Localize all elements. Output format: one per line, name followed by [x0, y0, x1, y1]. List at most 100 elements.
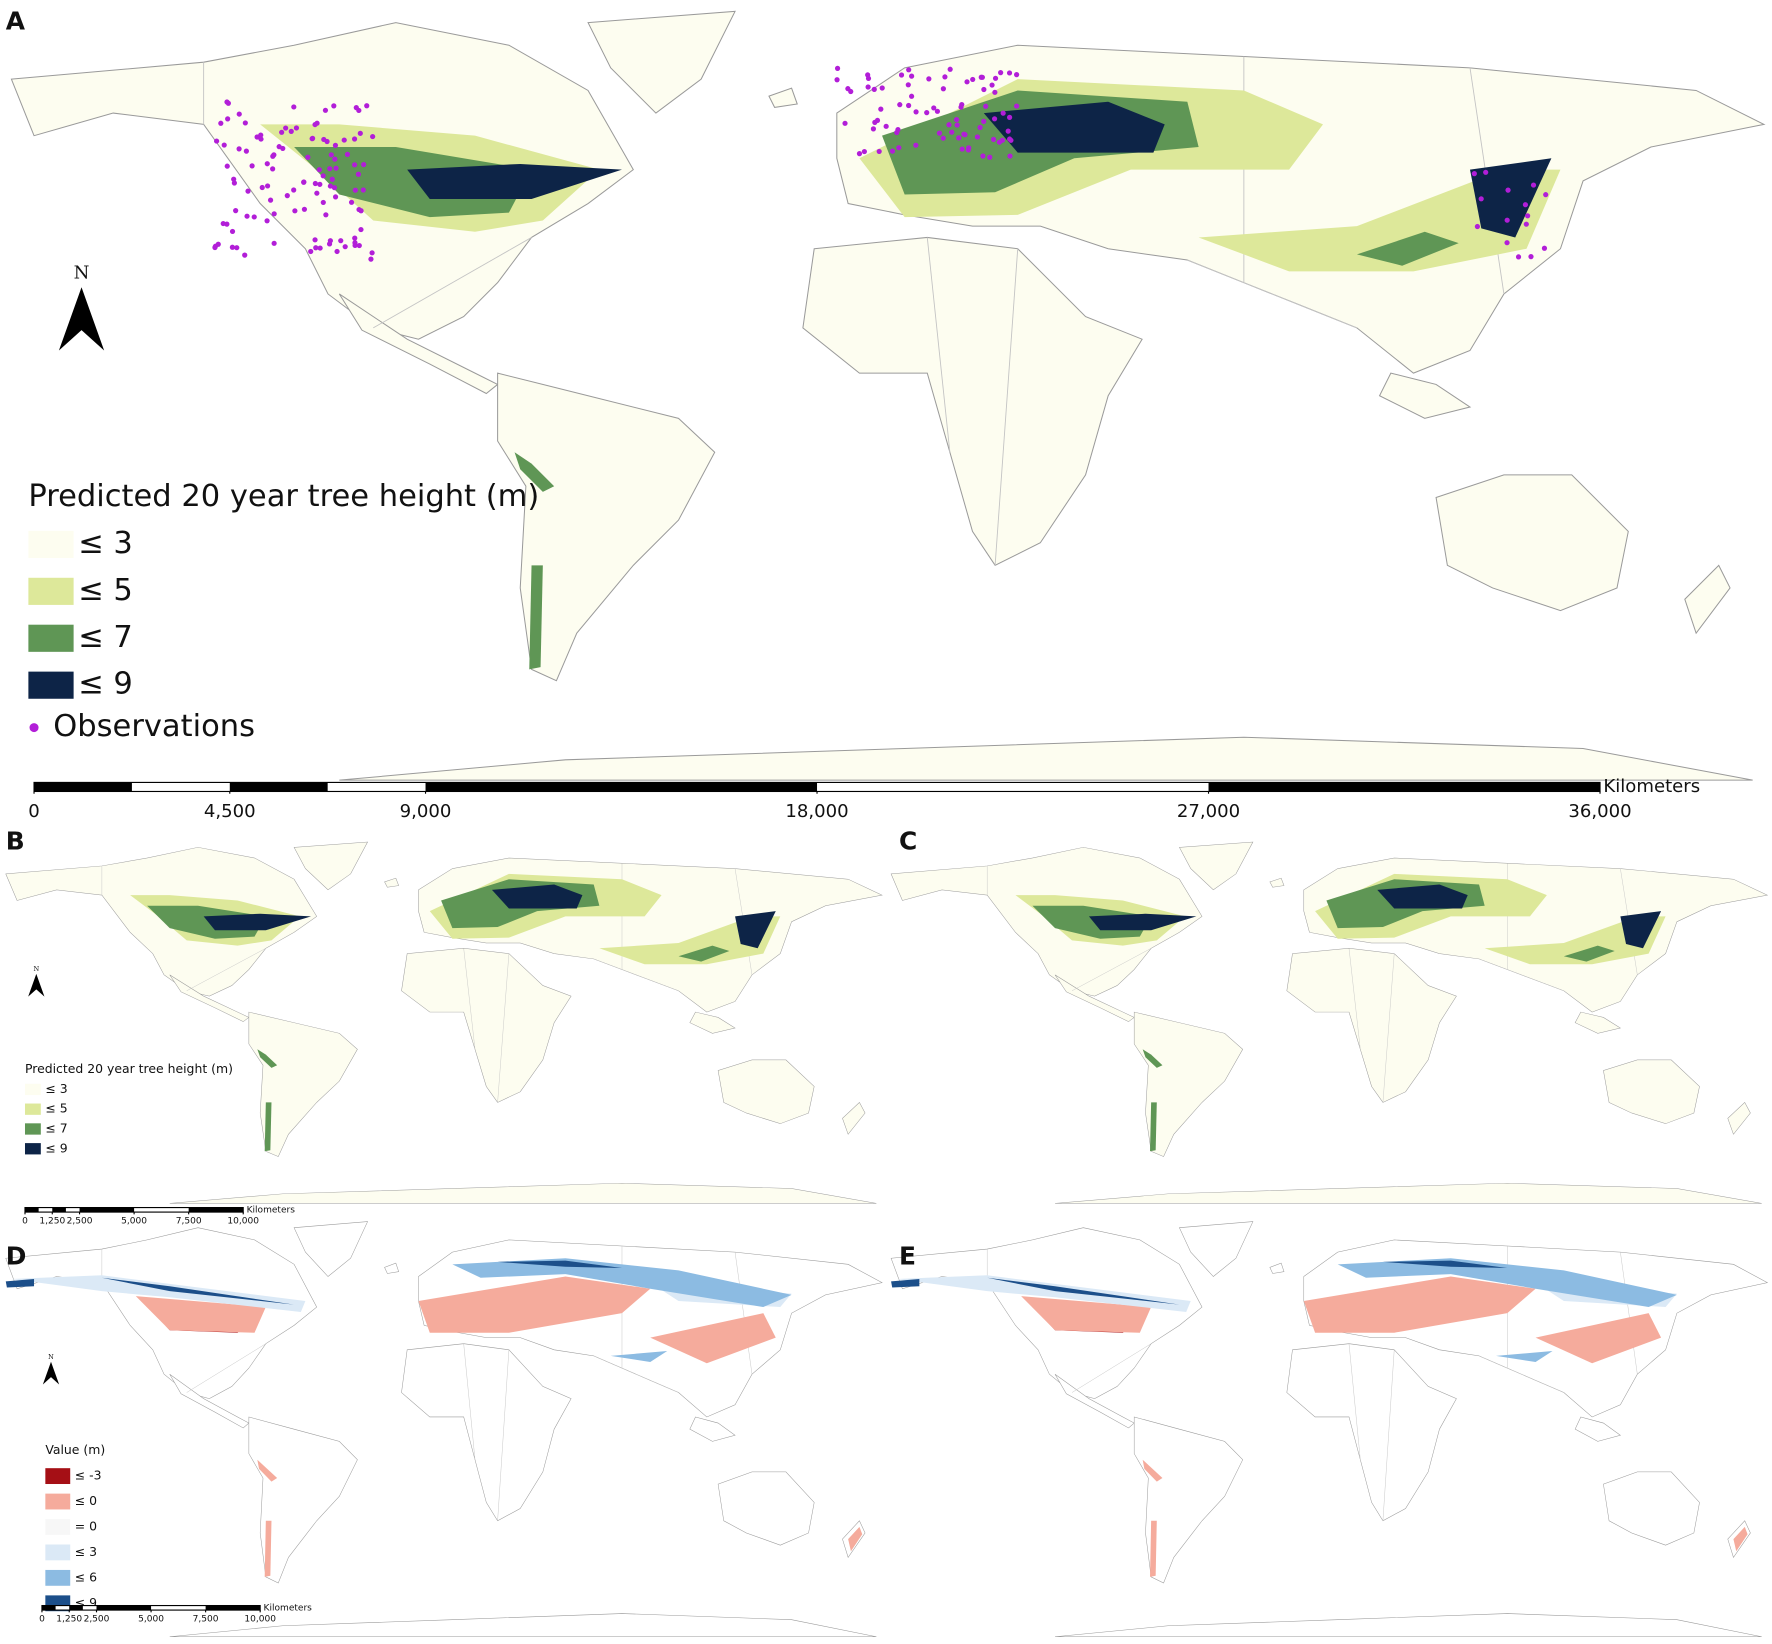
legend-swatch [28, 671, 74, 699]
observation-point [267, 197, 274, 203]
observation-point [271, 211, 277, 217]
observation-point [876, 148, 882, 155]
range-area [11, 1275, 306, 1312]
observation-point [357, 130, 363, 136]
observation-point [870, 126, 876, 132]
observation-point [1504, 217, 1510, 223]
observation-point [225, 116, 231, 122]
observation-point [1523, 221, 1529, 227]
land [1378, 372, 1472, 419]
observation-point [981, 118, 987, 124]
observation-point [959, 102, 965, 108]
observation-point [355, 171, 362, 177]
range-area [1198, 169, 1561, 272]
land [890, 847, 1203, 997]
observation-point [842, 120, 848, 126]
legend-swatch [45, 1468, 71, 1485]
border [1382, 953, 1395, 1103]
scale-label: 10,000 [227, 1217, 259, 1227]
scale-bar-segment [52, 1207, 66, 1213]
observation-point [321, 136, 327, 143]
observation-point [264, 161, 270, 167]
land [1684, 564, 1731, 635]
land [248, 1011, 358, 1157]
observation-point [905, 82, 911, 88]
range-area [1535, 1313, 1662, 1364]
range-area [1337, 1258, 1677, 1308]
range-area [257, 1049, 278, 1068]
observation-point [898, 72, 905, 78]
range-area [599, 916, 781, 965]
north-label: N [33, 965, 39, 973]
north-arrow [58, 287, 105, 351]
observation-point [312, 180, 318, 187]
land [169, 1613, 877, 1638]
range-area [1150, 1520, 1157, 1577]
land [1574, 1416, 1621, 1442]
observation-point [291, 104, 297, 110]
observation-point [1006, 114, 1013, 120]
observation-point [284, 193, 290, 199]
observation-point [308, 248, 314, 255]
land [339, 736, 1753, 781]
observation-point [231, 176, 237, 182]
observation-point [351, 136, 358, 142]
observation-point [1005, 128, 1011, 134]
range-area [1021, 1296, 1152, 1333]
panel-label: E [899, 1241, 916, 1270]
observation-point [990, 136, 997, 142]
observation-point [293, 125, 300, 131]
range-area [1620, 911, 1662, 949]
legend-swatch [45, 1569, 71, 1586]
observation-point [977, 124, 983, 131]
range-area [1382, 1260, 1508, 1268]
observation-point [906, 67, 912, 73]
observation-point [989, 82, 995, 88]
scale-label: 2,500 [67, 1217, 93, 1227]
scale-bar-segment [34, 782, 132, 792]
observation-point [338, 238, 344, 244]
observation-point [313, 245, 319, 251]
observation-point [224, 221, 230, 227]
observation-point [218, 120, 224, 126]
observation-point [233, 208, 239, 214]
range-area [497, 1260, 622, 1268]
range-area [135, 1296, 266, 1333]
observation-point [317, 181, 323, 187]
observation-point [244, 213, 250, 219]
scale-bar-segment [24, 1207, 39, 1213]
observation-point [229, 244, 236, 250]
range-area [407, 163, 622, 199]
observation-point [991, 116, 998, 122]
observation-point [270, 153, 276, 159]
land [1269, 1262, 1285, 1274]
range-area [1032, 905, 1152, 939]
observation-point [309, 135, 316, 141]
range-area [529, 565, 543, 670]
observation-point [926, 76, 932, 82]
observation-point [215, 241, 221, 247]
land [1269, 877, 1285, 888]
observation-point [965, 147, 971, 153]
observation-point [1474, 223, 1480, 230]
land [842, 1102, 866, 1135]
observation-point [364, 103, 370, 109]
observation-point [936, 130, 943, 136]
observation-point [894, 129, 900, 136]
observation-point [874, 117, 881, 124]
range-area [1733, 1526, 1748, 1552]
observation-point [264, 183, 271, 189]
border [1382, 1349, 1395, 1521]
observation-point [940, 86, 946, 92]
observation-point [979, 74, 985, 80]
legend-swatch [45, 1493, 71, 1510]
range-area [891, 1278, 920, 1288]
observation-point [1483, 169, 1489, 175]
observation-point [356, 206, 362, 213]
range-area [735, 911, 776, 949]
observation-point [270, 166, 276, 172]
land [802, 236, 1143, 566]
land [497, 372, 716, 682]
land [768, 87, 798, 108]
observation-point [953, 116, 960, 123]
